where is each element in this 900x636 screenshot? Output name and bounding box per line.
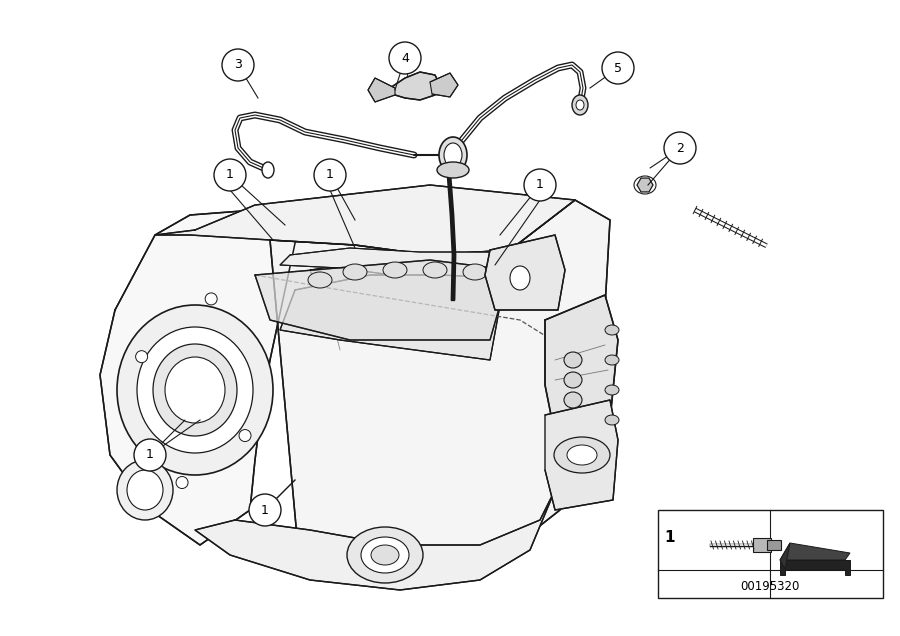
Text: 1: 1: [146, 448, 154, 462]
Ellipse shape: [127, 470, 163, 510]
Text: 1: 1: [665, 530, 675, 546]
Polygon shape: [780, 543, 790, 569]
Ellipse shape: [383, 262, 407, 278]
Text: 00195320: 00195320: [741, 579, 800, 593]
Polygon shape: [195, 490, 555, 590]
Polygon shape: [780, 543, 850, 560]
Ellipse shape: [605, 385, 619, 395]
Ellipse shape: [605, 325, 619, 335]
Ellipse shape: [136, 350, 148, 363]
Ellipse shape: [308, 272, 332, 288]
Polygon shape: [270, 200, 610, 575]
Polygon shape: [545, 400, 618, 510]
Polygon shape: [767, 540, 781, 550]
Circle shape: [214, 159, 246, 191]
Ellipse shape: [239, 429, 251, 441]
Circle shape: [524, 169, 556, 201]
Polygon shape: [310, 260, 395, 315]
Ellipse shape: [361, 537, 409, 573]
Ellipse shape: [463, 264, 487, 280]
Ellipse shape: [137, 327, 253, 453]
Ellipse shape: [605, 415, 619, 425]
Ellipse shape: [605, 355, 619, 365]
Ellipse shape: [371, 545, 399, 565]
Text: 1: 1: [326, 169, 334, 181]
Circle shape: [222, 49, 254, 81]
Circle shape: [664, 132, 696, 164]
Polygon shape: [388, 72, 440, 100]
Ellipse shape: [165, 357, 225, 423]
Ellipse shape: [444, 143, 462, 167]
Text: 1: 1: [536, 179, 544, 191]
Polygon shape: [753, 538, 771, 552]
Text: 1: 1: [261, 504, 269, 516]
Ellipse shape: [576, 100, 584, 110]
Circle shape: [249, 494, 281, 526]
Polygon shape: [430, 73, 458, 97]
Ellipse shape: [564, 372, 582, 388]
Ellipse shape: [117, 305, 273, 475]
Ellipse shape: [117, 460, 173, 520]
Text: 1: 1: [226, 169, 234, 181]
Polygon shape: [280, 248, 500, 280]
Polygon shape: [255, 260, 510, 340]
Ellipse shape: [564, 392, 582, 408]
Circle shape: [389, 42, 421, 74]
Ellipse shape: [439, 137, 467, 173]
Ellipse shape: [437, 162, 469, 178]
Ellipse shape: [347, 527, 423, 583]
Text: 3: 3: [234, 59, 242, 71]
Ellipse shape: [567, 445, 597, 465]
Ellipse shape: [564, 352, 582, 368]
Ellipse shape: [262, 162, 274, 178]
Circle shape: [314, 159, 346, 191]
Polygon shape: [485, 235, 565, 310]
Text: 2: 2: [676, 141, 684, 155]
Ellipse shape: [176, 476, 188, 488]
Bar: [658, 510, 883, 598]
Ellipse shape: [510, 266, 530, 290]
Polygon shape: [368, 78, 395, 102]
Circle shape: [602, 52, 634, 84]
Ellipse shape: [554, 437, 610, 473]
Polygon shape: [100, 210, 300, 545]
Text: 4: 4: [401, 52, 409, 64]
Polygon shape: [545, 295, 618, 435]
Ellipse shape: [572, 95, 588, 115]
Ellipse shape: [343, 264, 367, 280]
Circle shape: [134, 439, 166, 471]
Polygon shape: [155, 185, 575, 255]
Text: 5: 5: [614, 62, 622, 74]
Ellipse shape: [153, 344, 237, 436]
Ellipse shape: [205, 293, 217, 305]
Polygon shape: [637, 178, 653, 192]
Polygon shape: [380, 260, 460, 310]
Polygon shape: [280, 275, 505, 360]
Polygon shape: [780, 560, 850, 575]
Polygon shape: [100, 185, 610, 575]
Ellipse shape: [423, 262, 447, 278]
